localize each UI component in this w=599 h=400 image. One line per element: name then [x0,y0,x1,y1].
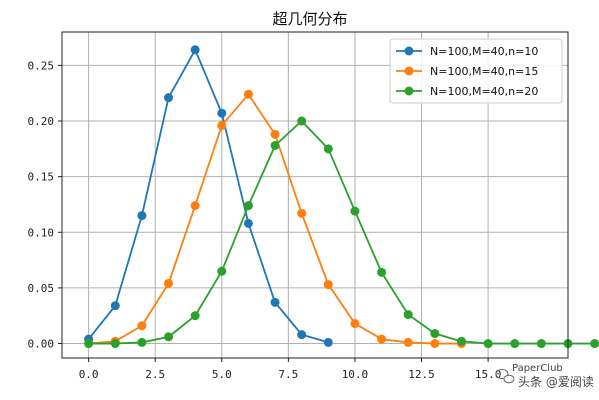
y-tick-label: 0.15 [28,171,55,184]
data-point [243,89,253,99]
data-point [323,280,333,290]
data-point [164,93,174,103]
y-tick-label: 0.20 [28,115,55,128]
data-point [164,278,174,288]
axes: 0.0 2.5 5.0 7.5 10.0 12.5 15.0 0.00 0.05 0.10 0.15… [28,59,502,381]
data-point [84,339,94,349]
data-point [483,339,493,349]
data-point [430,339,440,349]
legend-item: N=100,M=40,n=20 [396,85,538,98]
data-point [270,297,280,307]
data-point [350,319,360,329]
data-point [403,337,413,347]
y-tick-label: 0.00 [28,338,55,351]
data-point [377,334,387,344]
legend-label: N=100,M=40,n=10 [430,45,538,58]
data-point [297,116,307,126]
data-point [323,337,333,347]
x-tick-label: 10.0 [342,368,369,381]
watermark: PaperClub 头条 @爱阅读 [495,363,594,389]
wechat-bubble-icon [495,369,515,384]
y-tick-label: 0.05 [28,282,55,295]
data-point [510,339,520,349]
plot-frame [61,31,569,359]
data-point [164,332,174,342]
data-point [270,140,280,150]
data-point [323,144,333,154]
series-layer [84,45,599,349]
series-1 [84,45,333,347]
x-tick-label: 15.0 [475,368,502,381]
data-point [110,301,120,311]
legend-item: N=100,M=40,n=10 [396,45,538,58]
x-tick-label: 7.5 [278,368,298,381]
data-point [243,201,253,211]
series-3 [84,116,599,349]
data-point [590,339,599,349]
data-point [110,339,120,349]
data-point [377,267,387,277]
data-point [243,218,253,228]
data-point [137,211,147,221]
x-tick-label: 2.5 [145,368,165,381]
legend-box [389,38,563,104]
data-point [430,329,440,339]
legend-marker [404,86,414,96]
series-line [87,47,329,344]
data-point [190,201,200,211]
data-point [536,339,546,349]
data-point [217,266,227,276]
data-point [403,310,413,320]
x-tick-label: 12.5 [408,368,435,381]
data-point [297,208,307,218]
data-point [217,120,227,130]
legend-label: N=100,M=40,n=20 [430,85,538,98]
data-point [270,129,280,139]
watermark-line2: 头条 @爱阅读 [518,375,594,389]
legend-marker [404,66,414,76]
chart-title: 超几何分布 [272,10,347,28]
series-2 [84,89,466,349]
legend-marker [404,46,414,56]
x-tick-label: 0.0 [79,368,99,381]
y-tick-label: 0.10 [28,226,55,239]
data-point [190,311,200,321]
data-point [350,206,360,216]
data-point [456,336,466,346]
data-point [297,330,307,340]
watermark-line1: PaperClub [512,363,563,374]
data-point [190,45,200,55]
legend-label: N=100,M=40,n=15 [430,65,538,78]
y-tick-label: 0.25 [28,59,55,72]
data-point [217,108,227,118]
x-tick-label: 5.0 [212,368,232,381]
data-point [137,321,147,331]
legend-item: N=100,M=40,n=15 [396,65,538,78]
legend: N=100,M=40,n=10 N=100,M=40,n=15 N=100,M=40… [389,38,563,104]
data-point [137,337,147,347]
